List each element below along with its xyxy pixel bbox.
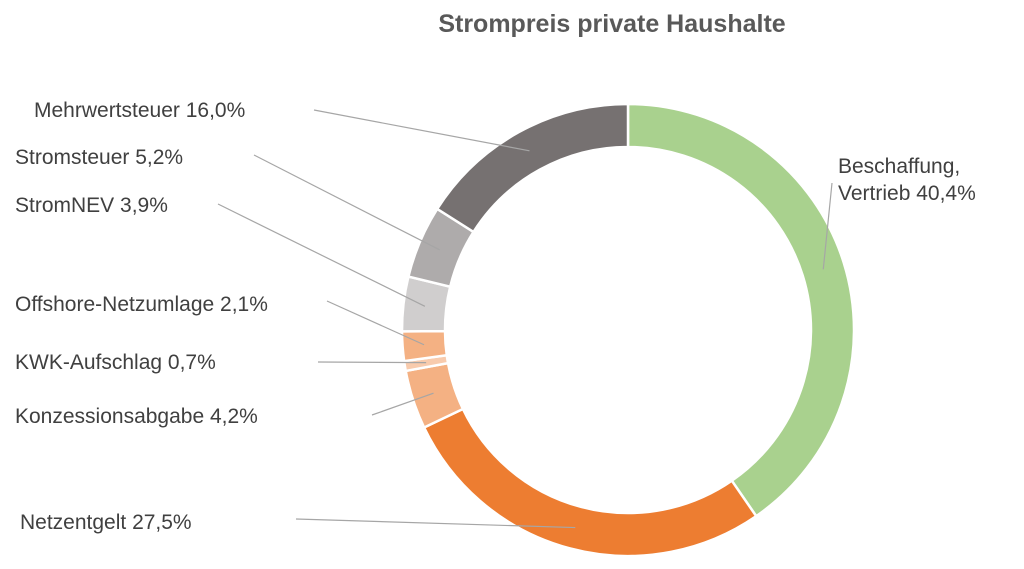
slice-label-konzessionsabgabe: Konzessionsabgabe 4,2% <box>15 405 258 428</box>
slice-labels: Beschaffung, Vertrieb 40,4% Netzentgelt 27… <box>15 99 976 534</box>
chart-title: Strompreis private Haushalte <box>438 10 785 38</box>
slice-label-offshore-netzumlage: Offshore-Netzumlage 2,1% <box>15 293 268 316</box>
leader-line-mehrwertsteuer <box>313 109 530 152</box>
slice-label-stromnev: StromNEV 3,9% <box>15 194 168 217</box>
leader-line-netzentgelt <box>295 518 576 529</box>
leader-line-beschaffung-vertrieb <box>822 182 833 270</box>
leader-line-konzessionsabgabe <box>371 392 434 416</box>
slice-label-stromsteuer: Stromsteuer 5,2% <box>15 146 183 169</box>
slice-offshore-netzumlage <box>400 329 449 363</box>
slice-label-kwk-aufschlag: KWK-Aufschlag 0,7% <box>15 351 216 374</box>
slice-label-netzentgelt: Netzentgelt 27,5% <box>20 511 192 534</box>
slice-mehrwertsteuer <box>435 102 630 234</box>
slice-label-beschaffung-vertrieb: Beschaffung, Vertrieb 40,4% <box>838 155 976 205</box>
leader-line-stromsteuer <box>253 154 441 251</box>
leader-line-offshore-netzumlage <box>326 300 425 346</box>
slice-netzentgelt <box>422 407 758 558</box>
slice-label-mehrwertsteuer: Mehrwertsteuer 16,0% <box>34 99 245 122</box>
leader-line-stromnev <box>217 203 426 307</box>
donut-slices <box>400 102 856 558</box>
leader-line-kwk-aufschlag <box>317 361 427 364</box>
slice-beschaffung-vertrieb <box>626 102 856 518</box>
leader-lines <box>217 109 833 529</box>
